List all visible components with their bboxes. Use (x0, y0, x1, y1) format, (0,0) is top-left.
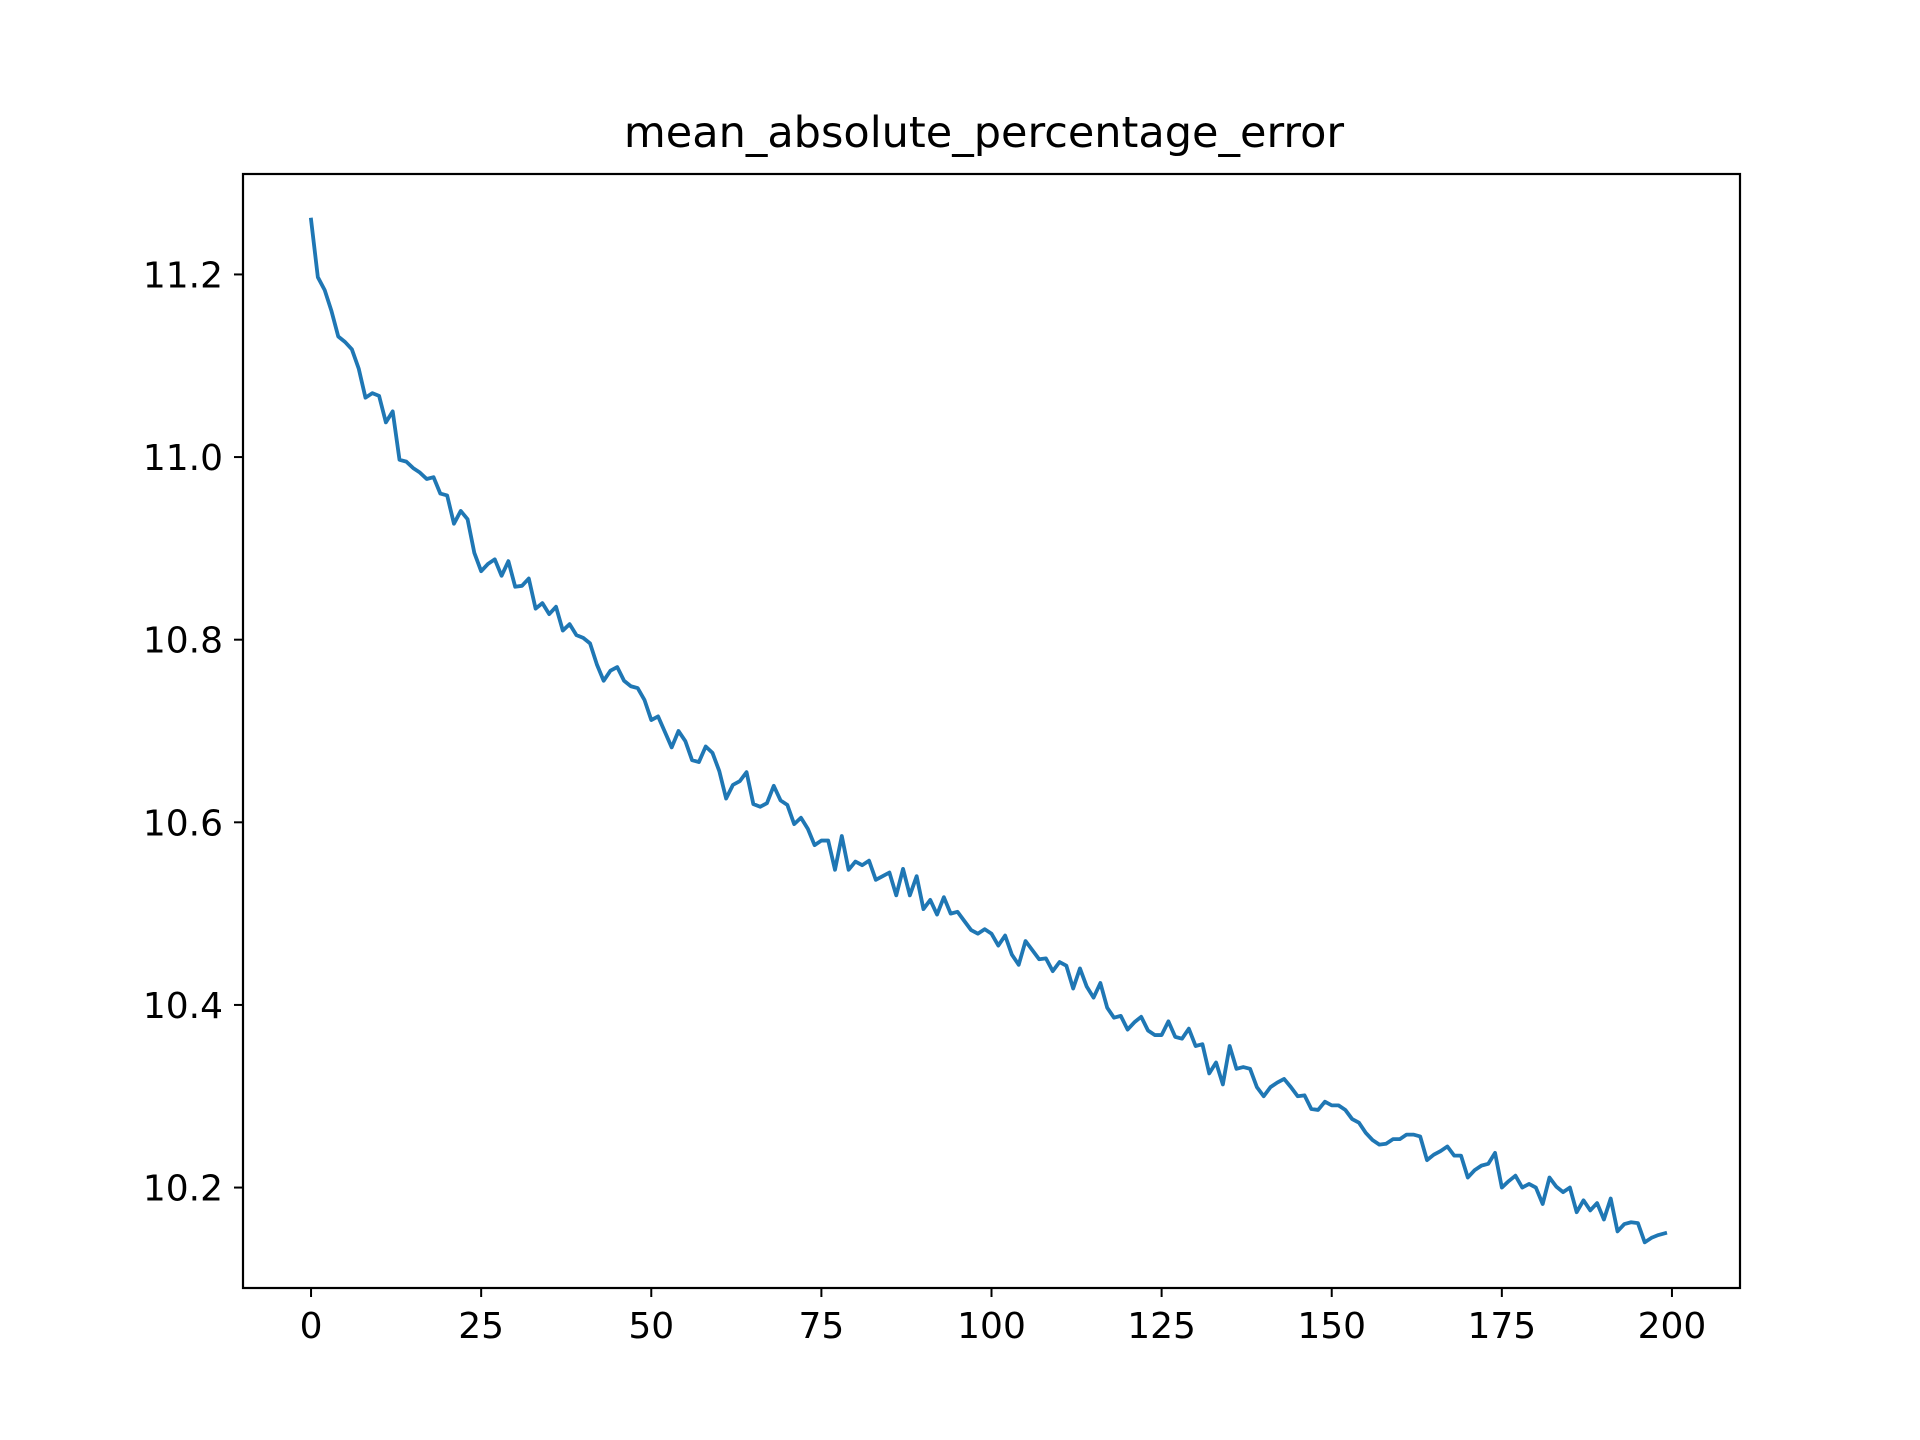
chart-title: mean_absolute_percentage_error (624, 108, 1345, 158)
y-tick-label: 10.2 (143, 1169, 223, 1210)
y-tick-label: 10.4 (143, 986, 223, 1027)
axes-frame (241, 172, 1742, 1290)
x-tick-label: 150 (1297, 1306, 1366, 1347)
x-tick-label: 25 (458, 1306, 504, 1347)
y-tick-label: 10.6 (143, 803, 223, 844)
y-tick-label: 11.2 (143, 255, 223, 296)
x-axis: 0 25 50 75 100 125 150 175 200 (300, 1288, 1707, 1347)
series-line-0 (308, 217, 1668, 1245)
y-tick-label: 10.8 (143, 621, 223, 662)
plot-area (308, 217, 1668, 1245)
x-tick-label: 0 (300, 1306, 323, 1347)
y-tick-label: 11.0 (143, 438, 223, 479)
x-tick-label: 175 (1467, 1306, 1536, 1347)
x-tick-label: 125 (1127, 1306, 1196, 1347)
x-tick-label: 50 (628, 1306, 674, 1347)
x-tick-label: 100 (957, 1306, 1026, 1347)
y-axis: 10.2 10.4 10.6 10.8 11.0 11.2 (143, 255, 243, 1210)
x-tick-label: 200 (1638, 1306, 1707, 1347)
x-tick-label: 75 (798, 1306, 844, 1347)
